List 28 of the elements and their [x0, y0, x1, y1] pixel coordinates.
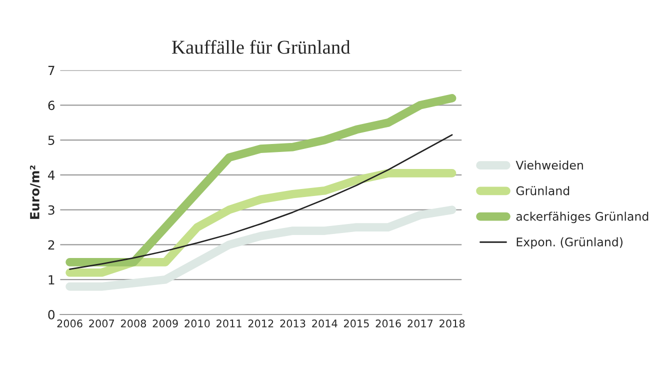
- x-tick-label: 2015: [344, 320, 369, 328]
- x-tick-label: 2006: [57, 320, 82, 328]
- chart-title: Kauffälle für Grünland: [172, 40, 350, 54]
- x-tick-label: 2007: [89, 320, 114, 328]
- x-tick-label: 2008: [120, 320, 146, 328]
- y-tick-label: 4: [48, 170, 55, 180]
- legend-label: Grünland: [516, 186, 570, 196]
- x-tick-label: 2014: [312, 320, 338, 328]
- y-axis-title: Euro/m²: [30, 165, 40, 219]
- legend-label: Expon. (Grünland): [516, 237, 622, 249]
- legend-label: ackerfähiges Grünland: [516, 212, 648, 224]
- x-tick-label: 2013: [280, 320, 306, 328]
- x-tick-label: 2011: [216, 320, 242, 328]
- y-tick-label: 6: [48, 100, 55, 110]
- y-tick-label: 5: [48, 136, 54, 145]
- x-tick-label: 2012: [248, 320, 274, 328]
- legend-label: Viehweiden: [516, 160, 583, 170]
- line-series: [69, 134, 453, 270]
- x-tick-label: 2017: [408, 320, 433, 328]
- y-tick-label: 7: [48, 66, 54, 76]
- x-tick-label: 2016: [376, 320, 401, 328]
- y-tick-label: 3: [48, 205, 54, 215]
- y-tick-label: 0: [48, 310, 55, 320]
- x-tick-label: 2010: [184, 320, 210, 328]
- y-tick-label: 2: [48, 240, 54, 250]
- x-tick-label: 2009: [152, 320, 178, 328]
- y-tick-label: 1: [48, 275, 54, 284]
- x-tick-label: 2018: [440, 320, 465, 328]
